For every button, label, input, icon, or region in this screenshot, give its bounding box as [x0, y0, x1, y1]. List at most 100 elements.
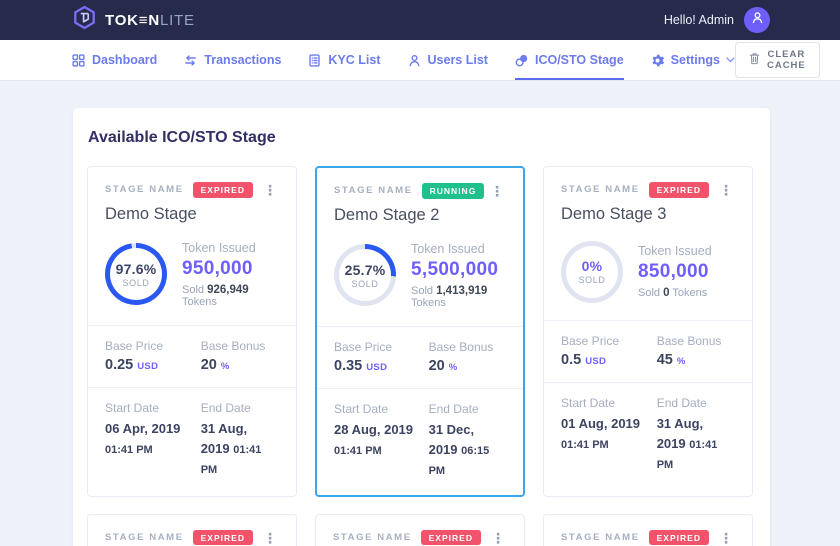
kebab-menu-icon[interactable]: ⋮: [719, 529, 733, 546]
status-badge: EXPIRED: [648, 182, 709, 198]
stage-name-label: STAGE NAME: [334, 185, 413, 197]
start-date-value: 28 Aug, 2019 01:41 PM: [334, 421, 414, 457]
percent-unit: %: [220, 360, 230, 372]
token-issued-amount: 950,000: [182, 257, 253, 279]
sold-percent: 0%: [581, 258, 603, 274]
currency-unit: USD: [585, 355, 607, 367]
stage-name-label: STAGE NAME: [561, 532, 640, 544]
start-date-value: 06 Apr, 2019 01:41 PM: [105, 420, 181, 456]
sold-label: SOLD: [351, 278, 379, 289]
start-date-value: 01 Aug, 2019 01:41 PM: [561, 415, 641, 451]
status-badge: EXPIRED: [192, 182, 253, 198]
user-avatar[interactable]: [744, 7, 770, 33]
kebab-menu-icon[interactable]: ⋮: [719, 181, 733, 198]
sold-tokens-value: 0: [663, 287, 670, 299]
sold-tokens-line: Sold 1,413,919 Tokens: [411, 284, 488, 309]
base-price-value: 0.5 USD: [561, 351, 607, 368]
sold-label: SOLD: [122, 277, 150, 288]
stage-name-label: STAGE NAME: [105, 184, 184, 196]
nav-item-kyc-list[interactable]: KYC List: [308, 40, 381, 80]
nav-item-transactions[interactable]: Transactions: [184, 40, 281, 80]
grid-icon: [72, 53, 85, 67]
base-bonus-label: Base Bonus: [656, 333, 722, 348]
base-price-value: 0.25 USD: [105, 356, 159, 373]
person-icon: [751, 11, 764, 29]
kebab-menu-icon[interactable]: ⋮: [491, 529, 505, 546]
token-issued-label: Token Issued: [411, 241, 485, 256]
end-date-label: End Date: [428, 401, 479, 416]
tokenlite-logo-icon: [72, 5, 97, 35]
sold-tokens-line: Sold 926,949 Tokens: [182, 283, 249, 308]
gear-icon: [651, 54, 664, 67]
base-bonus-value: 20 %: [200, 356, 230, 373]
base-bonus-label: Base Bonus: [200, 338, 266, 353]
base-price-label: Base Price: [561, 333, 620, 348]
nav-item-dashboard[interactable]: Dashboard: [72, 40, 157, 80]
base-bonus-label: Base Bonus: [428, 339, 494, 354]
nav-item-ico-sto-stage[interactable]: ICO/STO Stage: [514, 40, 624, 80]
end-date-value: 31 Dec, 2019 06:15 PM: [428, 421, 490, 477]
nav-item-users-list[interactable]: Users List: [408, 40, 488, 80]
stage-title: Demo Stage: [105, 204, 197, 223]
token-issued-label: Token Issued: [182, 240, 256, 255]
base-price-value: 0.35 USD: [334, 357, 388, 374]
base-bonus-value: 20 %: [428, 357, 458, 374]
token-issued-amount: 850,000: [638, 261, 709, 282]
token-issued-amount: 5,500,000: [411, 258, 499, 280]
kebab-menu-icon[interactable]: ⋮: [263, 181, 277, 198]
token-issued-label: Token Issued: [638, 244, 712, 258]
stage-card: STAGE NAME EXPIRED ⋮ Demo Stage 5 0% SOL…: [315, 513, 525, 546]
end-date-value: 31 Aug, 2019 01:41 PM: [656, 415, 718, 471]
brand-name: TOK≡NLITE: [105, 11, 195, 29]
progress-ring: 97.6% SOLD: [105, 243, 167, 305]
document-list-icon: [308, 53, 321, 67]
sold-percent: 25.7%: [344, 261, 386, 278]
nav-items: Dashboard Transactions KYC List Users Li…: [72, 40, 735, 80]
kebab-menu-icon[interactable]: ⋮: [263, 529, 277, 546]
status-badge: RUNNING: [421, 183, 485, 199]
trash-icon: [749, 52, 760, 68]
status-badge: EXPIRED: [420, 529, 481, 546]
brand[interactable]: TOK≡NLITE: [72, 5, 195, 35]
stage-name-label: STAGE NAME: [105, 532, 184, 544]
stage-name-label: STAGE NAME: [333, 532, 412, 544]
page-title: Available ICO/STO Stage: [88, 129, 276, 146]
stage-title: Demo Stage 2: [334, 205, 440, 224]
progress-ring: 0% SOLD: [561, 240, 623, 303]
base-bonus-value: 45 %: [656, 351, 686, 368]
percent-unit: %: [448, 361, 458, 373]
sold-tokens-value: 926,949: [207, 283, 249, 296]
stage-card: STAGE NAME EXPIRED ⋮ Demo Stage 97.6% SO…: [87, 166, 297, 497]
end-date-label: End Date: [656, 395, 707, 410]
start-date-label: Start Date: [105, 400, 160, 415]
kebab-menu-icon[interactable]: ⋮: [490, 182, 504, 199]
currency-unit: USD: [137, 360, 159, 372]
user-icon: [408, 54, 421, 67]
sold-percent: 97.6%: [115, 260, 157, 277]
clear-cache-button[interactable]: CLEAR CACHE: [734, 42, 820, 78]
stage-grid: STAGE NAME EXPIRED ⋮ Demo Stage 97.6% SO…: [87, 166, 756, 546]
stage-name-label: STAGE NAME: [561, 184, 640, 196]
start-date-label: Start Date: [561, 395, 616, 410]
coins-icon: [515, 54, 528, 67]
stage-card: STAGE NAME EXPIRED ⋮ Demo Stage 4 0% SOL…: [87, 513, 297, 546]
status-badge: EXPIRED: [648, 529, 709, 546]
clear-cache-label: CLEAR CACHE: [766, 49, 806, 71]
stage-card: STAGE NAME EXPIRED ⋮ Demo Stage 3 0% SOL…: [543, 166, 753, 497]
sold-tokens-value: 1,413,919: [436, 284, 488, 297]
start-date-label: Start Date: [334, 401, 389, 416]
base-price-label: Base Price: [334, 339, 393, 354]
nav-item-settings[interactable]: Settings: [651, 40, 735, 80]
stage-card: STAGE NAME EXPIRED ⋮ Demo Stage 6 0% SOL…: [543, 513, 753, 546]
end-date-value: 31 Aug, 2019 01:41 PM: [200, 420, 262, 476]
stage-card: STAGE NAME RUNNING ⋮ Demo Stage 2 25.7% …: [315, 166, 525, 497]
greeting-text: Hello! Admin: [663, 13, 734, 27]
content-panel: Available ICO/STO Stage STAGE NAME EXPIR…: [73, 108, 770, 546]
end-date-label: End Date: [200, 400, 251, 415]
base-price-label: Base Price: [105, 338, 164, 353]
progress-ring: 25.7% SOLD: [334, 244, 396, 306]
chevron-down-icon: [726, 57, 735, 63]
main-nav: Dashboard Transactions KYC List Users Li…: [0, 40, 840, 81]
sold-tokens-line: Sold 0 Tokens: [638, 287, 708, 299]
status-badge: EXPIRED: [192, 529, 253, 546]
